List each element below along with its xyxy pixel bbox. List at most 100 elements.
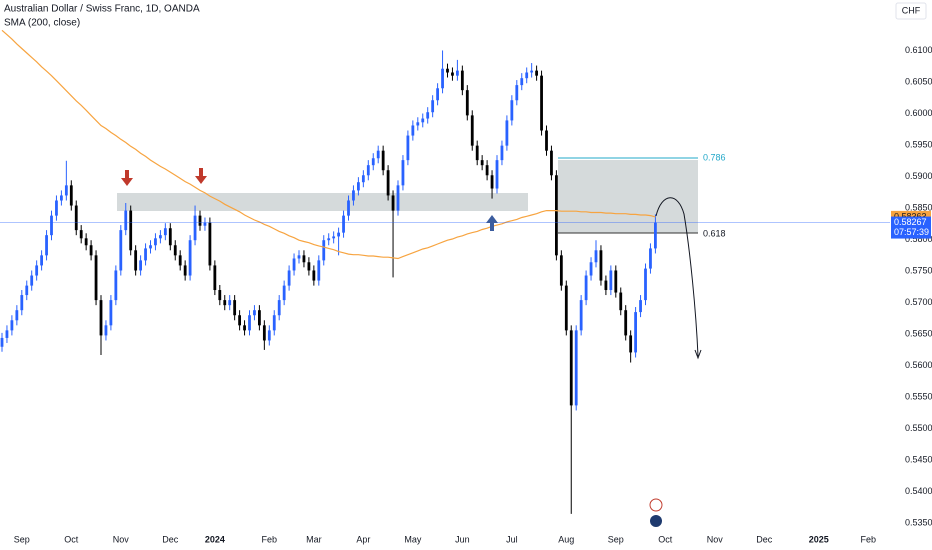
candle-body (198, 215, 202, 226)
candle-body (342, 215, 345, 233)
y-tick-label: 0.53500 (905, 518, 932, 528)
candle-body (208, 222, 212, 266)
candle-body (178, 255, 182, 266)
candle-body (312, 270, 316, 281)
currency-box[interactable] (895, 2, 927, 20)
candle-body (104, 325, 108, 336)
candle-body (60, 195, 63, 201)
x-tick-label: 2025 (809, 534, 829, 544)
candle-body (267, 330, 271, 341)
candle-body (391, 195, 395, 211)
projection-arrow-head (694, 349, 702, 360)
candle-body (426, 112, 430, 119)
x-tick-label: Aug (558, 534, 574, 544)
x-tick-label: Nov (707, 534, 724, 544)
candle-body (129, 210, 133, 251)
candle-body (292, 258, 296, 271)
candle-body (213, 265, 217, 291)
candle-body (94, 255, 98, 301)
candle-body (654, 222, 657, 249)
candle-body (168, 228, 172, 246)
projection-arrow (655, 197, 699, 357)
candle-body (495, 160, 499, 189)
candle-body (99, 300, 103, 336)
candle-body (154, 238, 157, 246)
x-tick-label: Dec (756, 534, 773, 544)
candle-body (25, 285, 29, 296)
candle-body (223, 300, 227, 306)
x-tick-label: Sep (14, 534, 30, 544)
candle-body (555, 175, 558, 256)
indicator-legend: SMA (200, close) (4, 18, 80, 29)
candle-body (258, 310, 261, 326)
x-tick-label: Mar (306, 534, 322, 544)
x-tick-label: Sep (608, 534, 624, 544)
price-axis (890, 0, 932, 550)
candle-body (564, 285, 568, 331)
candle-body (649, 248, 652, 269)
candle-body (505, 120, 509, 146)
candle-body (203, 222, 207, 226)
candle-body (233, 300, 237, 316)
arrow-up (486, 215, 498, 231)
candle-body (589, 262, 593, 276)
candle-body (366, 165, 370, 176)
candle-body (228, 300, 232, 306)
candle-body (634, 312, 637, 353)
candle-body (287, 270, 291, 286)
candle-body (520, 78, 524, 86)
candle-body (302, 255, 306, 263)
candle-body (609, 270, 613, 291)
event-icon[interactable] (649, 498, 663, 512)
candle-body (183, 265, 187, 276)
candle-body (337, 232, 340, 237)
candle-body (55, 200, 58, 216)
candle-body (569, 330, 573, 406)
chart-title: Australian Dollar / Swiss Franc, 1D, OAN… (4, 4, 200, 15)
candle-body (470, 115, 474, 146)
sma-price-label: 0.58363 (894, 211, 927, 221)
candle-body (218, 290, 222, 301)
candle-body (5, 330, 9, 338)
candle-body (307, 262, 311, 271)
currency-label: CHF (902, 5, 921, 15)
fib-zone (558, 160, 698, 233)
x-tick-label: Oct (658, 534, 673, 544)
candle-body (248, 315, 251, 331)
candle-body (475, 145, 479, 161)
candle-body (139, 260, 142, 271)
candle-body (10, 320, 14, 331)
candle-body (262, 325, 266, 341)
candle-body (416, 122, 420, 126)
fib-label: 0.786 (703, 152, 726, 162)
x-tick-label: May (404, 534, 422, 544)
plot (0, 29, 890, 514)
candle-body (574, 330, 578, 406)
candle-body (188, 240, 192, 276)
candle-body (0, 337, 4, 347)
candle-body (69, 185, 73, 206)
candle-body (163, 228, 167, 236)
candle-body (460, 70, 464, 91)
candle-body (465, 90, 469, 116)
candle-body (159, 235, 162, 239)
candle-body (357, 182, 360, 191)
last-price-box (891, 216, 931, 239)
candle-body (629, 335, 633, 353)
candle-body (525, 72, 529, 79)
candle-body (401, 160, 405, 186)
sma-line (1, 29, 656, 260)
last-price-label: 0.58267 (894, 217, 927, 227)
candle-body (441, 68, 444, 89)
candle-body (381, 150, 385, 171)
x-tick-label: Apr (356, 534, 370, 544)
event-icon[interactable] (650, 515, 662, 527)
x-tick-label: Dec (162, 534, 179, 544)
